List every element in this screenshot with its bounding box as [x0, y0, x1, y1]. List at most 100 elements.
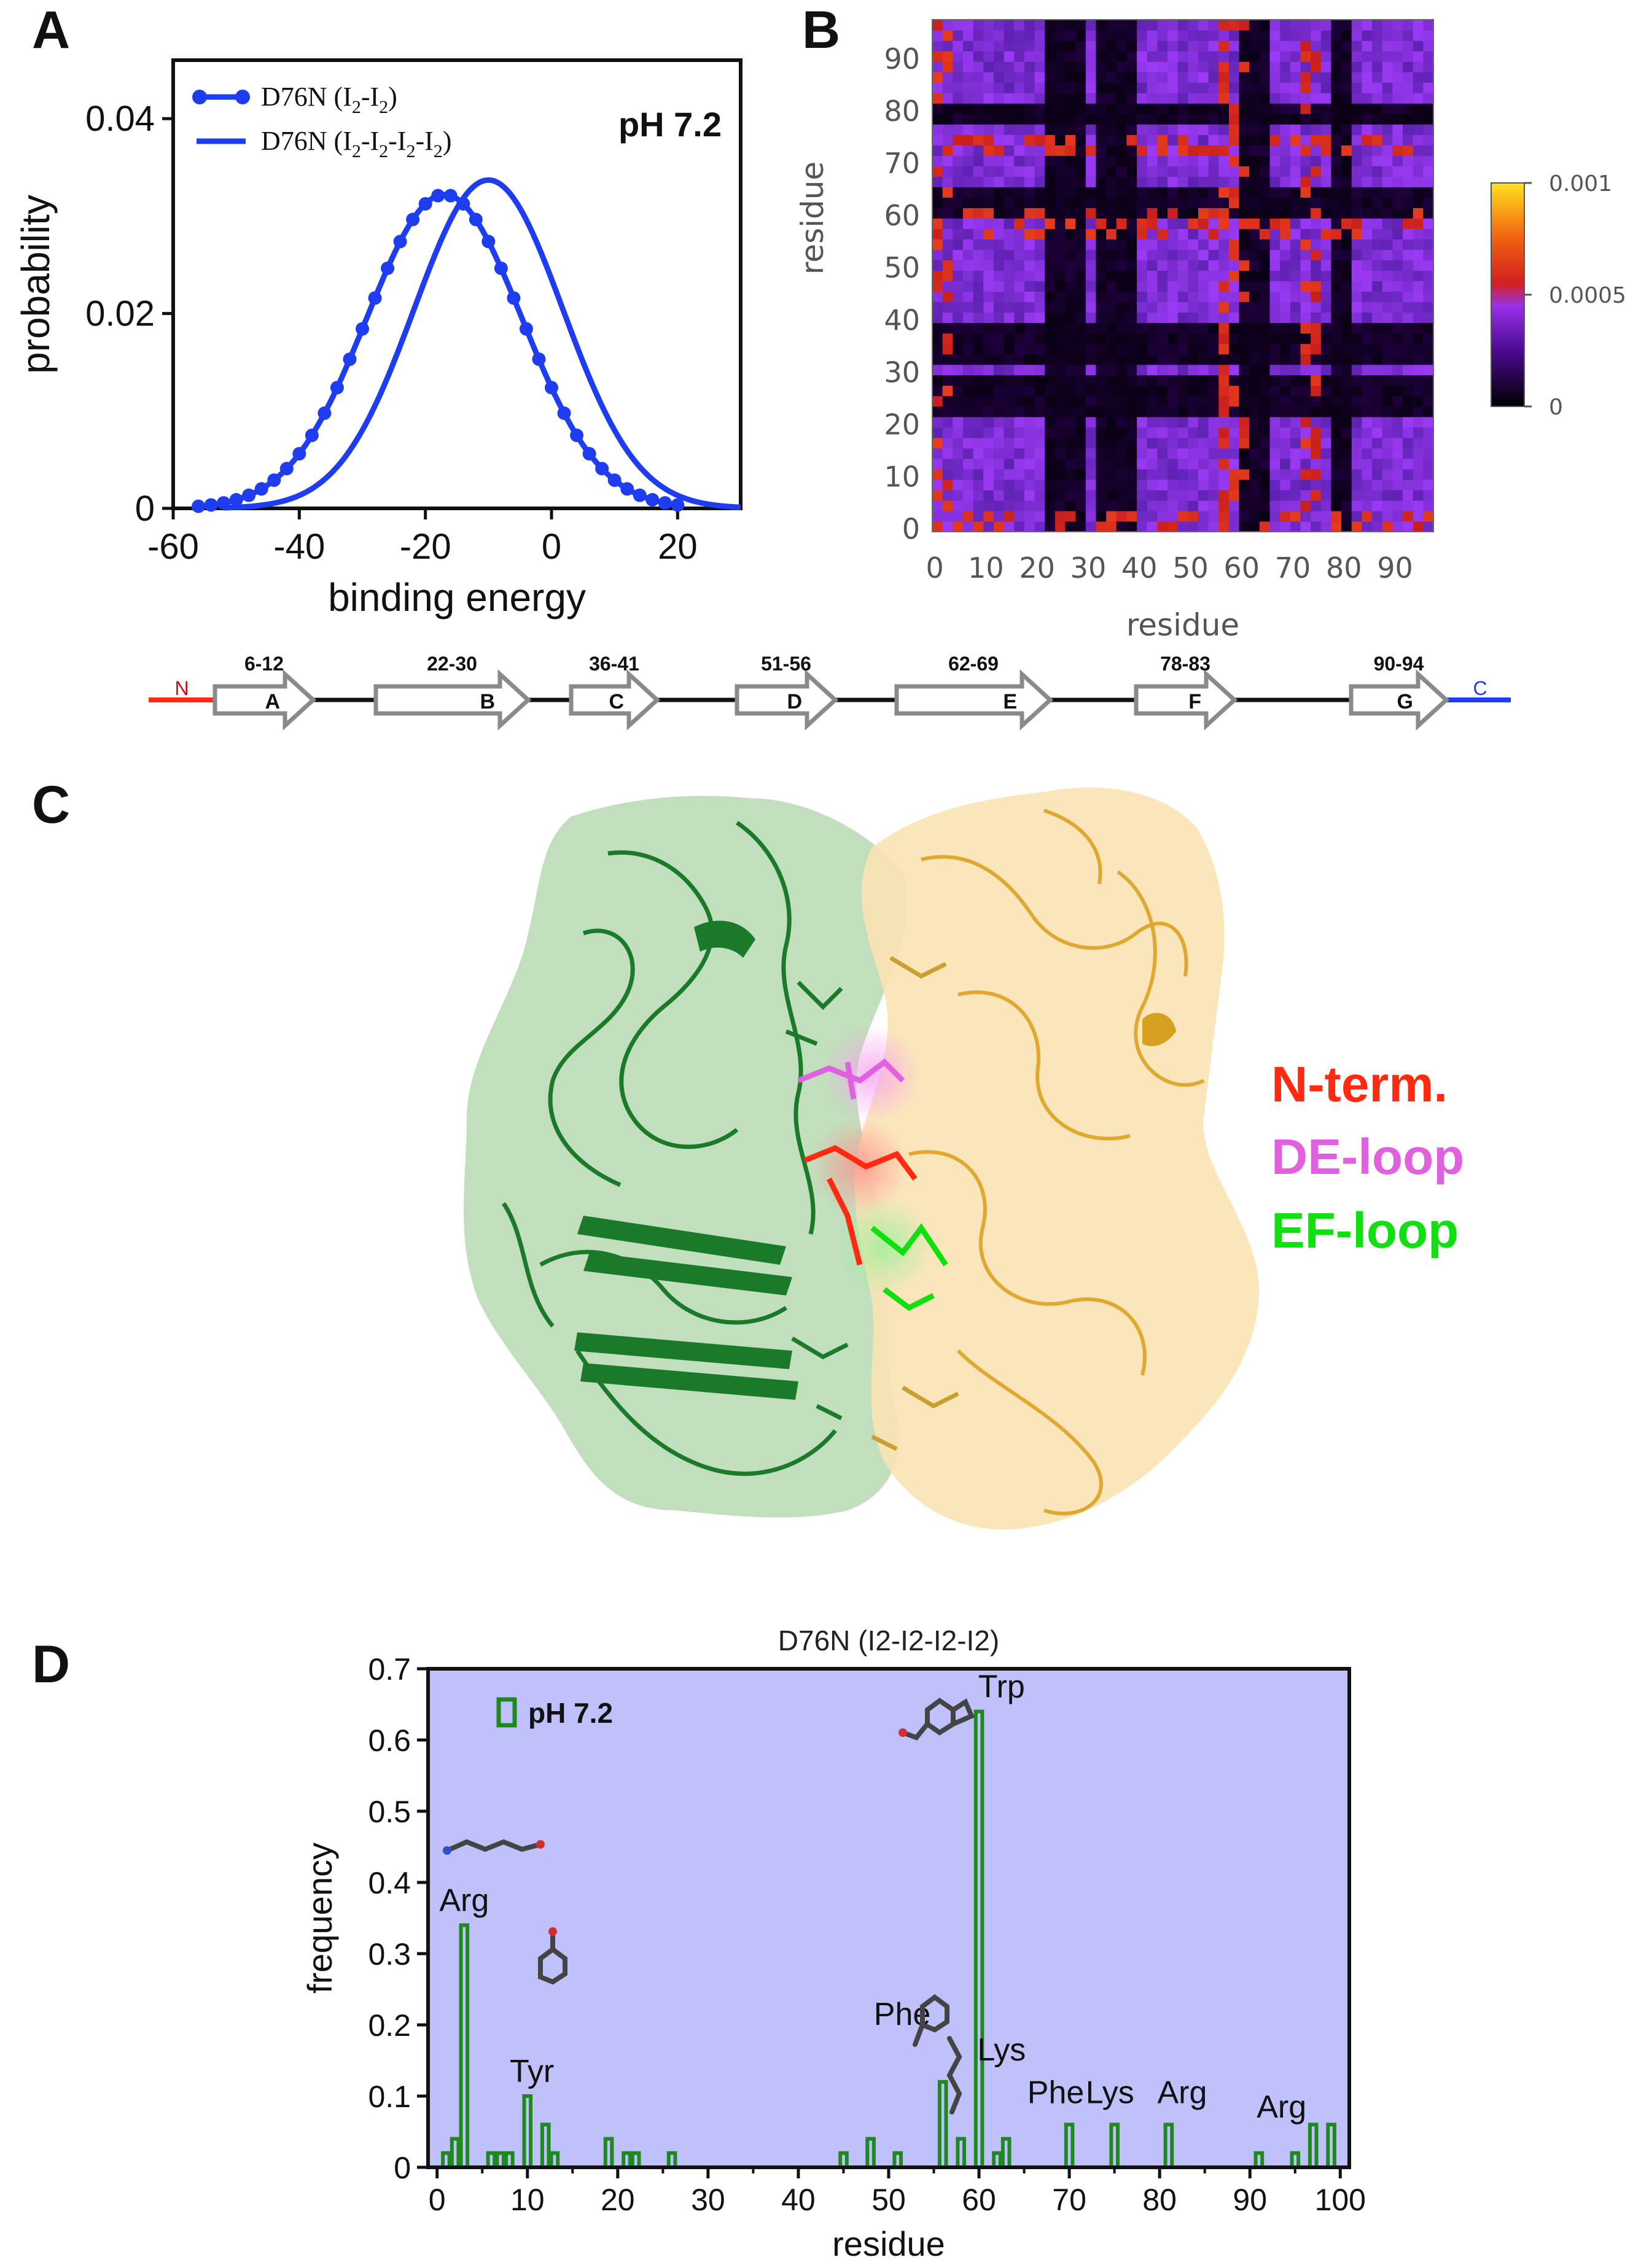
heatmap-cell [1045, 468, 1056, 480]
heatmap-cell [1382, 343, 1393, 355]
heatmap-cell [1188, 479, 1199, 491]
heatmap-cell [942, 458, 953, 470]
heatmap-cell [1116, 239, 1128, 250]
heatmap-cell [1147, 322, 1158, 334]
heatmap-cell [1024, 322, 1035, 334]
heatmap-cell [1116, 176, 1128, 187]
heatmap-cell [942, 322, 953, 334]
heatmap-cell [1034, 20, 1045, 31]
heatmap-cell [1269, 448, 1280, 459]
heatmap-cell [1413, 218, 1424, 230]
heatmap-cell [1392, 510, 1403, 522]
heatmap-cell [942, 354, 953, 365]
heatmap-cell [1423, 30, 1434, 41]
heatmap-cell [942, 208, 953, 219]
heatmap-cell [1188, 103, 1199, 114]
heatmap-cell [1188, 72, 1199, 83]
heatmap-cell [1177, 343, 1188, 355]
heatmap-cell [1198, 500, 1209, 511]
heatmap-cell [1096, 249, 1107, 261]
heatmap-cell [1208, 489, 1219, 501]
heatmap-cell [1045, 197, 1056, 208]
heatmap-cell [1228, 61, 1240, 72]
heatmap-cell [1423, 416, 1434, 428]
heatmap-cell [1106, 124, 1117, 135]
heatmap-cell [1259, 72, 1271, 83]
heatmap-cell [1311, 20, 1322, 31]
heatmap-cell [1004, 218, 1015, 230]
heatmap-cell [1085, 134, 1097, 146]
heatmap-cell [1218, 375, 1230, 386]
heatmap-cell [1351, 51, 1363, 62]
heatmap-cell [1177, 93, 1188, 104]
heatmap-cell [1218, 260, 1230, 271]
heatmap-cell [1290, 145, 1301, 156]
heatmap-cell [1116, 208, 1128, 219]
heatmap-cell [983, 500, 994, 511]
heatmap-cell [962, 30, 974, 41]
panel-a-ytick-label: 0.04 [85, 99, 155, 139]
heatmap-cell [1403, 260, 1414, 271]
heatmap-cell [1280, 458, 1291, 470]
heatmap-cell [1198, 20, 1209, 31]
heatmap-cell [993, 364, 1005, 376]
heatmap-cell [1218, 312, 1230, 324]
heatmap-cell [962, 354, 974, 365]
heatmap-cell [1341, 427, 1352, 438]
heatmap-cell [1045, 208, 1056, 219]
heatmap-cell [942, 176, 953, 187]
heatmap-cell [1413, 20, 1424, 31]
heatmap-cell [1290, 468, 1301, 480]
heatmap-cell [1085, 82, 1097, 93]
heatmap-cell [1269, 468, 1280, 480]
heatmap-cell [1177, 155, 1188, 166]
heatmap-cell [1208, 479, 1219, 491]
heatmap-cell [1290, 270, 1301, 282]
heatmap-cell [1065, 364, 1076, 376]
heatmap-cell [1045, 521, 1056, 532]
heatmap-cell [1372, 176, 1383, 187]
heatmap-cell [1137, 218, 1148, 230]
heatmap-cell [1167, 489, 1179, 501]
heatmap-cell [1280, 197, 1291, 208]
heatmap-cell [1269, 521, 1280, 532]
heatmap-cell [1116, 364, 1128, 376]
heatmap-cell [1137, 72, 1148, 83]
heatmap-cell [1085, 468, 1097, 480]
heatmap-cell [1269, 500, 1280, 511]
panel-d-bar [495, 2151, 506, 2170]
heatmap-cell [1004, 343, 1015, 355]
heatmap-cell [932, 406, 943, 417]
panel-a-series-dimer-point [279, 462, 294, 476]
heatmap-cell [1085, 20, 1097, 31]
heatmap-cell [1362, 468, 1373, 480]
heatmap-cell [1423, 197, 1434, 208]
heatmap-cell [1249, 416, 1260, 428]
heatmap-cell [1034, 489, 1045, 501]
heatmap-cell [1177, 521, 1188, 532]
heatmap-cell [1014, 197, 1025, 208]
topology-strand-range: 51-56 [761, 653, 811, 675]
heatmap-cell [1228, 93, 1240, 104]
panel-letter-a: A [32, 1, 71, 60]
heatmap-cell [942, 427, 953, 438]
heatmap-cell [1177, 197, 1188, 208]
heatmap-cell [1331, 41, 1342, 52]
topology-strand-c [569, 669, 661, 731]
heatmap-cell [1024, 406, 1035, 417]
heatmap-cell [1116, 416, 1128, 428]
heatmap-cell [1228, 228, 1240, 240]
heatmap-cell [983, 437, 994, 449]
heatmap-cell [1014, 103, 1025, 114]
heatmap-cell [1351, 124, 1363, 135]
heatmap-cell [1075, 312, 1086, 324]
heatmap-cell [1198, 468, 1209, 480]
heatmap-cell [1259, 427, 1271, 438]
heatmap-cell [1259, 448, 1271, 459]
panel-d-xtick-label: 80 [1142, 2183, 1177, 2217]
heatmap-cell [1054, 291, 1066, 303]
heatmap-cell [1311, 468, 1322, 480]
colorbar-tick-label: 0 [1549, 395, 1563, 420]
heatmap-cell [1198, 249, 1209, 261]
heatmap-cell [1331, 479, 1342, 491]
